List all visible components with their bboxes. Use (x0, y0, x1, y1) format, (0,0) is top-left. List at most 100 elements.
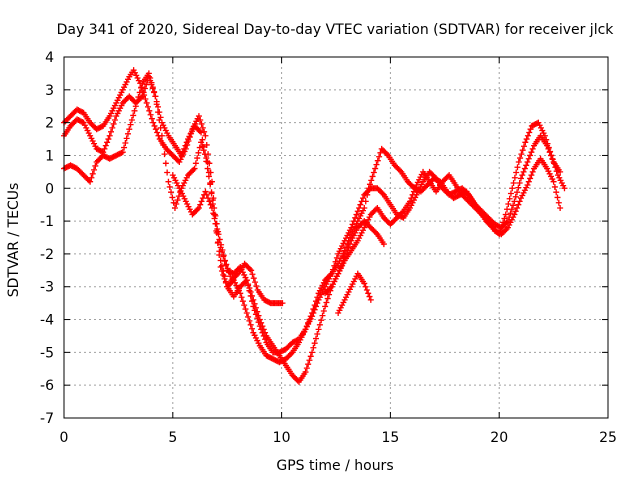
data-point (208, 204, 215, 211)
data-point (336, 267, 343, 274)
data-point (195, 204, 202, 211)
data-point (365, 290, 372, 297)
data-point (332, 258, 339, 265)
data-point (101, 145, 108, 152)
data-point (361, 280, 368, 287)
data-point (356, 204, 363, 211)
data-point (501, 215, 508, 222)
data-point (223, 261, 230, 268)
data-point (522, 139, 529, 146)
data-point (525, 155, 532, 162)
data-point (149, 84, 156, 91)
data-point (225, 269, 232, 276)
data-point (362, 283, 369, 290)
data-point (194, 155, 201, 162)
data-point (523, 162, 530, 169)
data-point (322, 303, 329, 310)
data-point (524, 159, 531, 166)
data-point (218, 262, 225, 269)
data-point (344, 247, 351, 254)
data-point (88, 174, 95, 181)
data-point (529, 145, 536, 152)
data-point (368, 177, 375, 184)
data-point (128, 117, 135, 124)
data-point (212, 220, 219, 227)
data-point (224, 265, 231, 272)
data-point (507, 190, 514, 197)
data-point (520, 168, 527, 175)
data-point (205, 169, 212, 176)
data-point (310, 344, 317, 351)
data-point (521, 165, 528, 172)
data-point (111, 117, 118, 124)
data-point (155, 109, 162, 116)
data-point (557, 168, 564, 175)
data-point (164, 169, 171, 176)
data-point (108, 128, 115, 135)
data-point (210, 210, 217, 217)
data-point (143, 81, 150, 88)
data-point (516, 180, 523, 187)
data-point (376, 153, 383, 160)
data-point (305, 361, 312, 368)
data-point (399, 209, 406, 216)
data-point (153, 101, 160, 108)
y-tick-label: 4 (45, 50, 54, 66)
data-point (550, 178, 557, 185)
data-point (379, 190, 386, 197)
data-point (136, 89, 143, 96)
data-point (91, 166, 98, 173)
data-point (220, 267, 227, 274)
data-point (158, 132, 165, 139)
data-point (349, 221, 356, 228)
data-point (208, 190, 215, 197)
data-point (553, 189, 560, 196)
data-point (179, 149, 186, 156)
data-point (527, 152, 534, 159)
data-point (79, 118, 86, 125)
data-point (511, 174, 518, 181)
data-point (121, 144, 128, 151)
data-point (195, 113, 202, 120)
data-point (249, 325, 256, 332)
data-point (306, 357, 313, 364)
data-point (335, 270, 342, 277)
y-tick-label: -6 (40, 378, 54, 394)
data-point (247, 288, 254, 295)
data-point (203, 155, 210, 162)
y-tick-label: -2 (40, 247, 54, 263)
data-point (339, 260, 346, 267)
data-point (207, 201, 214, 208)
data-point (303, 365, 310, 372)
data-point (350, 218, 357, 225)
plot-frame (63, 56, 609, 419)
data-point (143, 99, 150, 106)
data-point (204, 165, 211, 172)
data-point (198, 129, 205, 136)
data-point (248, 267, 255, 274)
data-point (199, 195, 206, 202)
data-point (161, 151, 168, 158)
y-tick-label: -7 (40, 411, 54, 427)
data-point (92, 162, 99, 169)
data-point (207, 180, 214, 187)
data-point (345, 244, 352, 251)
data-point (173, 201, 180, 208)
data-point (561, 185, 568, 192)
data-point (105, 136, 112, 143)
series-trace-5 (335, 270, 374, 316)
x-tick-label: 25 (599, 430, 617, 446)
data-point (252, 279, 259, 286)
data-point (366, 293, 373, 300)
data-point (333, 254, 340, 261)
data-point (198, 139, 205, 146)
data-point (546, 149, 553, 156)
data-point (200, 147, 207, 154)
data-point (410, 188, 417, 195)
data-point (315, 326, 322, 333)
data-point (174, 197, 181, 204)
data-point (253, 283, 260, 290)
data-point (311, 340, 318, 347)
data-point (126, 126, 133, 133)
